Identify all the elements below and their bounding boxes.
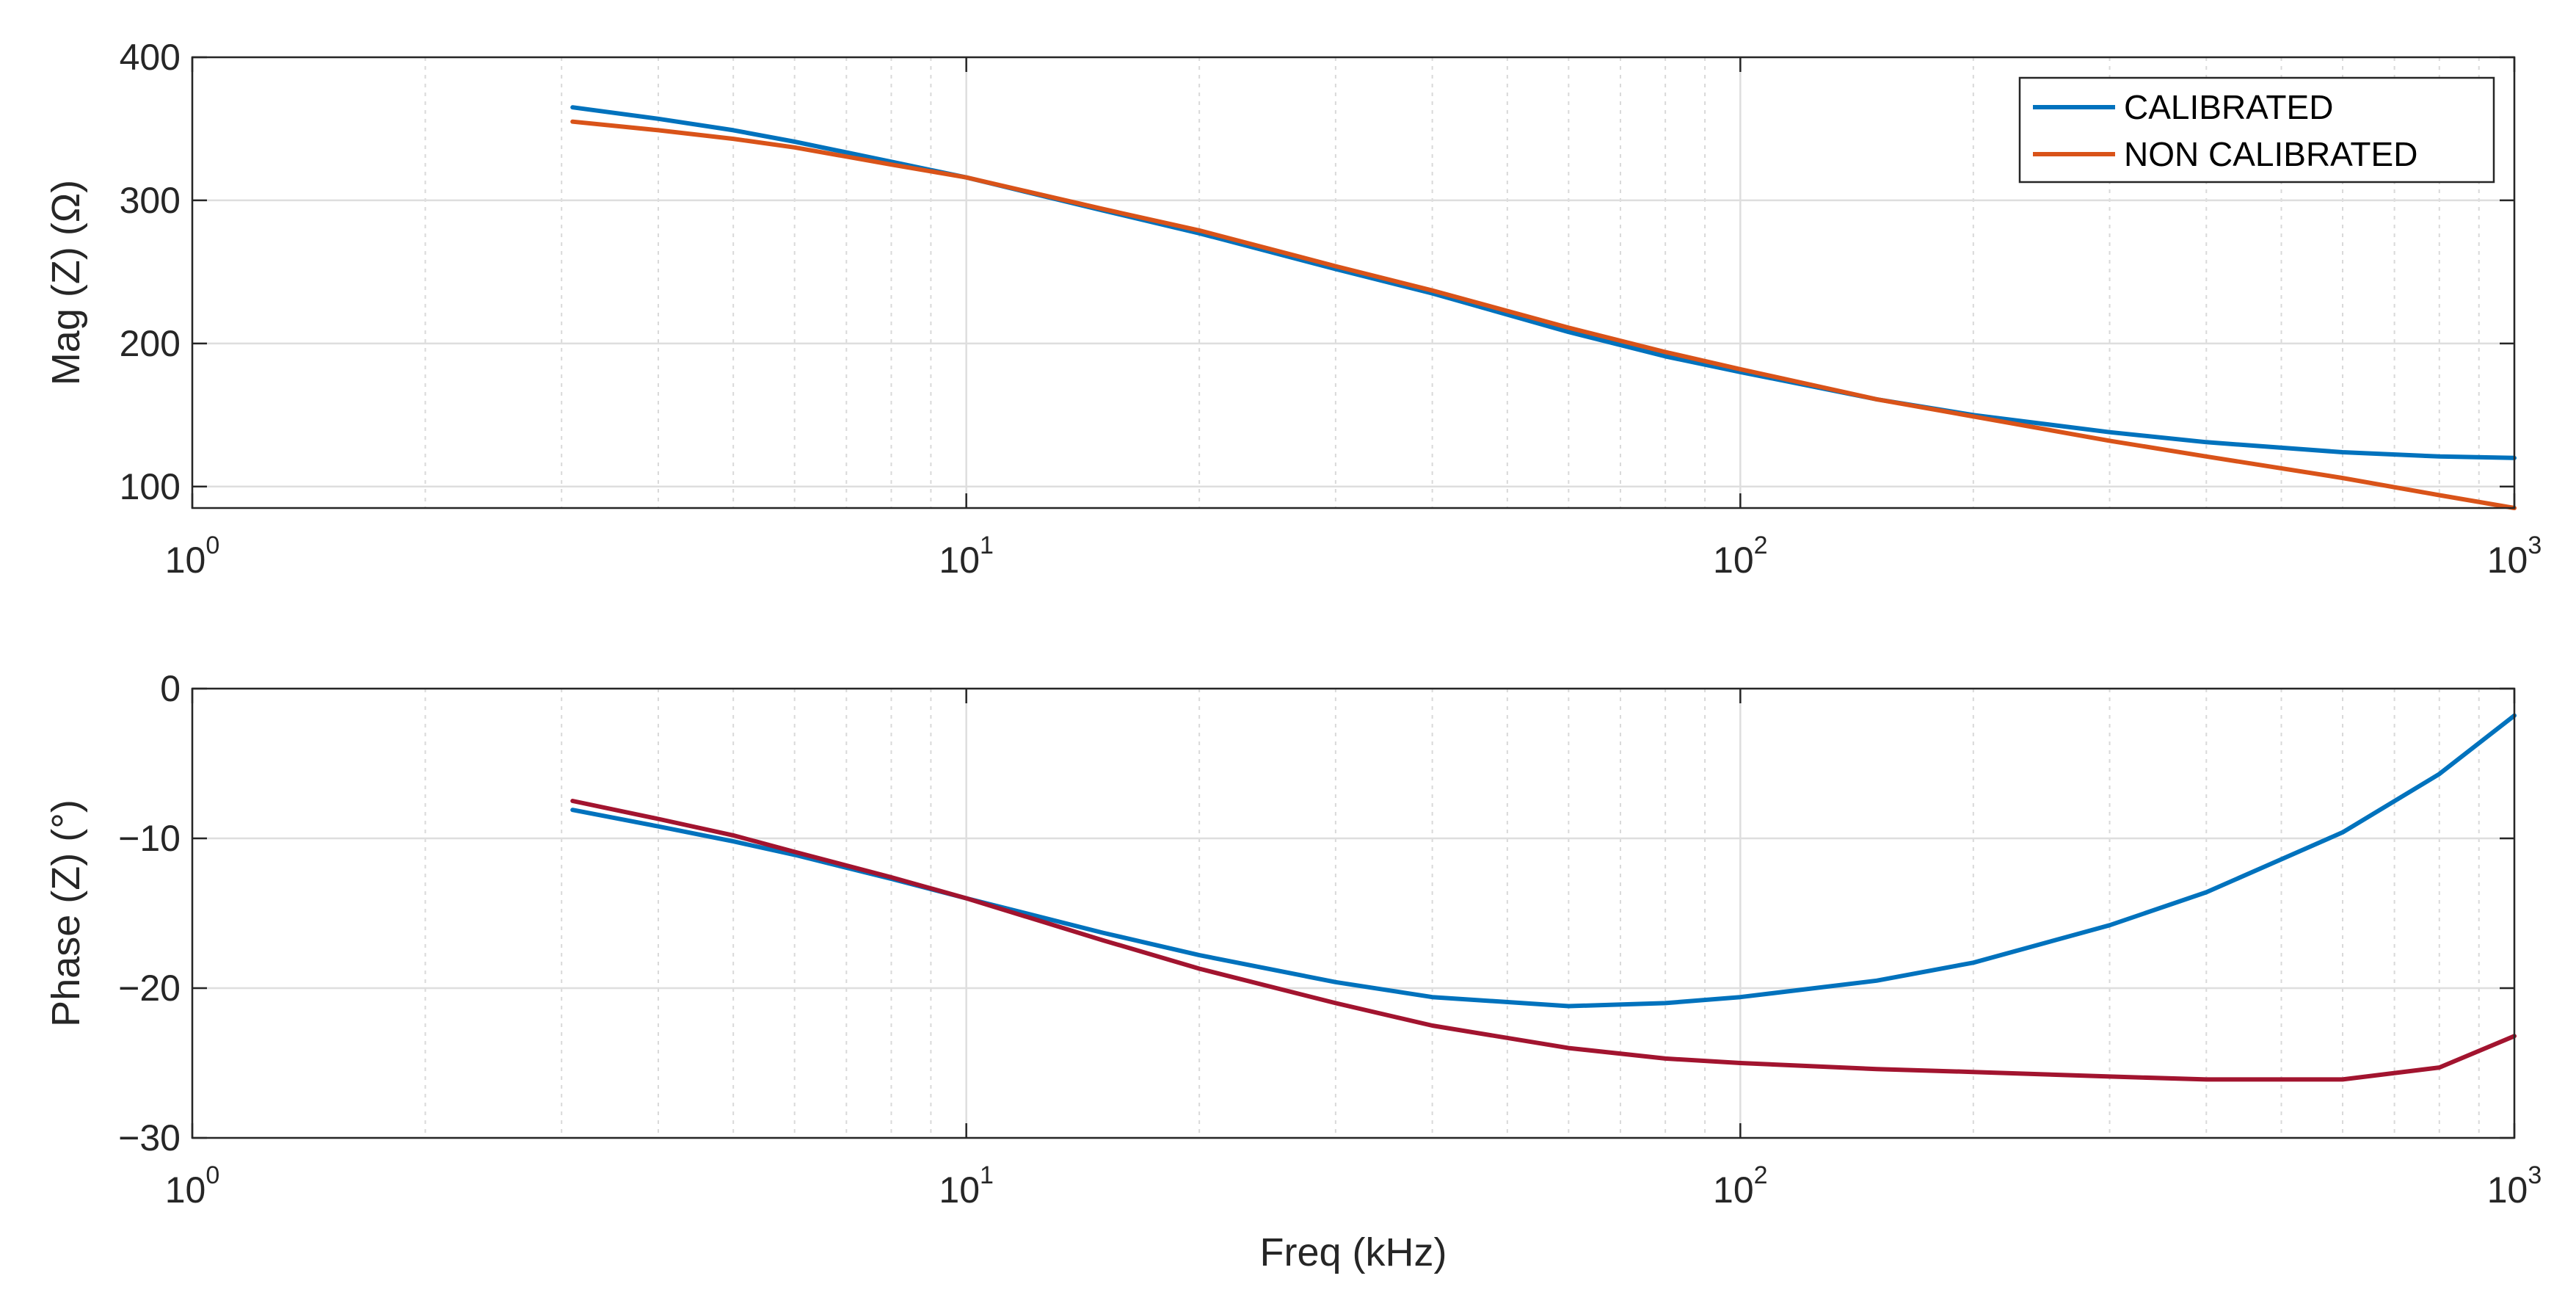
x-tick-label: 101	[939, 1161, 994, 1211]
series-line-non-calibrated	[570, 119, 2517, 510]
series-line-calibrated	[570, 105, 2517, 460]
x-tick-label: 100	[165, 1161, 220, 1211]
legend-label: CALIBRATED	[2124, 88, 2333, 126]
y-tick-label: 400	[120, 37, 181, 78]
legend-box	[2018, 76, 2495, 184]
legend: CALIBRATED NON CALIBRATED	[2018, 76, 2495, 184]
y-tick-label: 0	[160, 668, 181, 709]
x-tick-label: 103	[2487, 532, 2542, 581]
x-tick-label: 102	[1713, 532, 1768, 581]
series-group	[570, 713, 2517, 1082]
magnitude-panel: 100 200 300 400 100 101 102 103 Mag (Z) (Ω) CALIB…	[44, 37, 2542, 581]
x-tick-label: 101	[939, 532, 994, 581]
legend-label: NON CALIBRATED	[2124, 135, 2417, 173]
y-tick-label: 200	[120, 323, 181, 364]
ticks: 100 200 300 400 100 101 102 103	[120, 37, 2542, 581]
series-line-series-0	[570, 713, 2517, 1009]
y-axis-label: Mag (Z) (Ω)	[44, 180, 88, 385]
y-axis-label: Phase (Z) (°)	[44, 799, 88, 1027]
ticks: −30 −20 −10 0 100 101 102 103	[118, 668, 2542, 1211]
series-group	[570, 105, 2517, 510]
phase-panel: −30 −20 −10 0 100 101 102 103 Phase (Z) (°) Freq …	[44, 668, 2542, 1274]
plot-area	[192, 689, 2514, 1138]
axes-box	[191, 687, 2516, 1139]
x-tick-label: 103	[2487, 1161, 2542, 1211]
y-tick-label: 100	[120, 466, 181, 507]
series-line-series-1	[570, 799, 2517, 1082]
y-tick-label: −30	[118, 1117, 181, 1158]
x-tick-label: 102	[1713, 1161, 1768, 1211]
y-tick-label: −20	[118, 968, 181, 1009]
y-tick-label: 300	[120, 180, 181, 221]
x-tick-label: 100	[165, 532, 220, 581]
y-tick-label: −10	[118, 818, 181, 859]
x-axis-label: Freq (kHz)	[1260, 1230, 1447, 1274]
axes-box	[191, 56, 2516, 509]
